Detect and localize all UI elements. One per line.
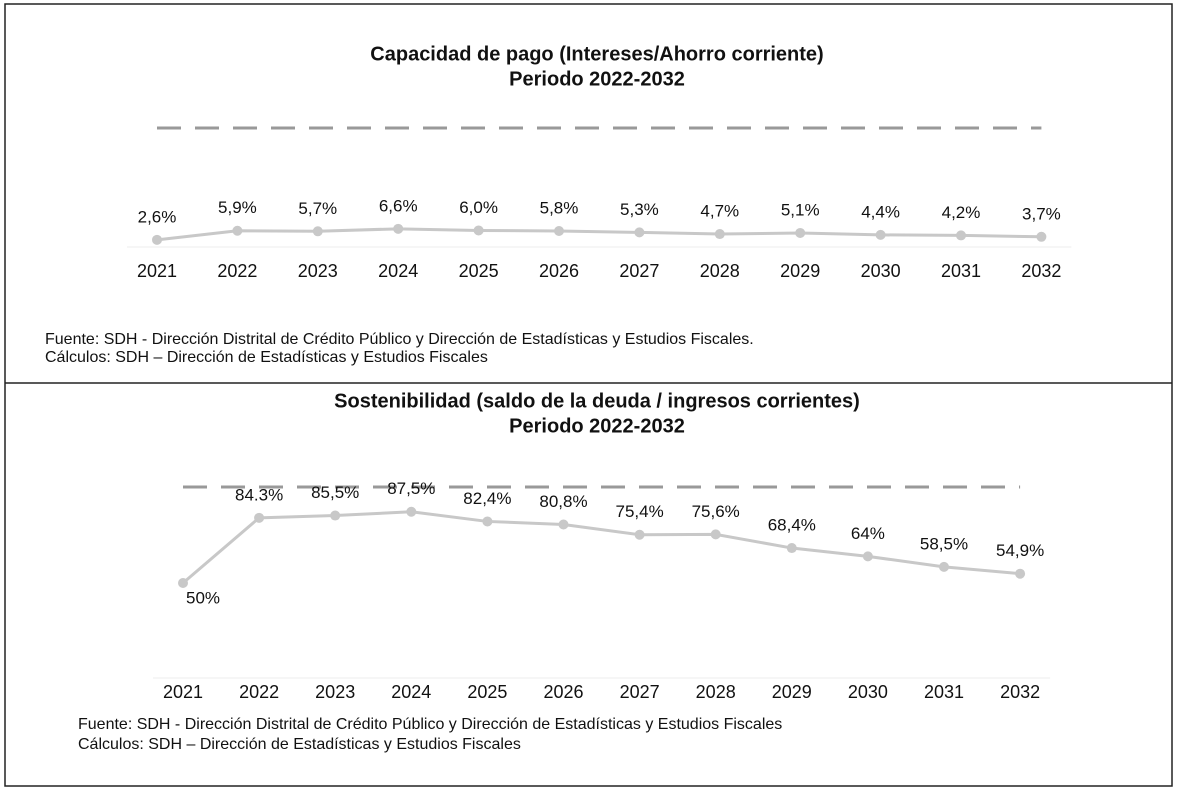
x-tick-label: 2022: [217, 261, 257, 281]
data-label: 84.3%: [235, 485, 283, 504]
data-label: 5,3%: [620, 200, 659, 219]
source-note: Fuente: SDH - Dirección Distrital de Cré…: [45, 331, 754, 348]
data-label: 58,5%: [920, 534, 968, 553]
x-tick-label: 2024: [378, 261, 418, 281]
x-tick-label: 2031: [941, 261, 981, 281]
x-tick-label: 2024: [391, 682, 431, 702]
x-tick-label: 2028: [696, 682, 736, 702]
data-point: [330, 510, 341, 521]
x-tick-label: 2026: [543, 682, 583, 702]
x-tick-label: 2022: [239, 682, 279, 702]
x-tick-label: 2030: [848, 682, 888, 702]
x-tick-label: 2025: [467, 682, 507, 702]
data-label: 64%: [851, 524, 885, 543]
data-point: [152, 234, 162, 245]
x-tick-label: 2025: [459, 261, 499, 281]
data-label: 85,5%: [311, 483, 359, 502]
data-label: 87,5%: [387, 479, 435, 498]
data-point: [312, 226, 323, 237]
data-point: [710, 529, 721, 540]
chart-subtitle: Periodo 2022-2032: [509, 68, 685, 90]
data-point: [634, 227, 645, 238]
data-point: [254, 512, 265, 523]
x-tick-label: 2027: [619, 261, 659, 281]
data-point: [634, 529, 645, 540]
data-label: 68,4%: [768, 516, 816, 535]
data-label: 54,9%: [996, 541, 1044, 560]
data-point: [473, 225, 484, 236]
data-label: 4,2%: [942, 203, 981, 222]
data-label: 75,6%: [692, 502, 740, 521]
frame: [4, 3, 1173, 787]
data-point: [393, 223, 404, 234]
x-tick-label: 2021: [163, 682, 203, 702]
data-point: [875, 229, 886, 240]
data-point: [406, 506, 417, 517]
data-point: [786, 543, 797, 554]
data-label: 5,1%: [781, 200, 820, 219]
data-point: [862, 551, 873, 562]
x-tick-label: 2027: [620, 682, 660, 702]
source-note: Cálculos: SDH – Dirección de Estadística…: [45, 349, 488, 366]
x-tick-label: 2030: [861, 261, 901, 281]
data-point: [554, 226, 564, 237]
data-label: 50%: [186, 588, 220, 607]
data-point: [232, 225, 243, 236]
data-label: 4,4%: [861, 202, 900, 221]
data-label: 5,9%: [218, 198, 257, 217]
data-point: [1015, 568, 1026, 579]
x-tick-label: 2032: [1021, 261, 1061, 281]
data-point: [795, 227, 806, 238]
x-tick-label: 2028: [700, 261, 740, 281]
chart-subtitle: Periodo 2022-2032: [509, 415, 685, 437]
x-tick-label: 2029: [780, 261, 820, 281]
chart-title: Sostenibilidad (saldo de la deuda / ingr…: [334, 390, 860, 412]
data-label: 3,7%: [1022, 204, 1061, 223]
chart-title: Capacidad de pago (Intereses/Ahorro corr…: [370, 43, 823, 65]
x-tick-label: 2023: [315, 682, 355, 702]
data-label: 80,8%: [539, 492, 587, 511]
data-label: 6,6%: [379, 196, 418, 215]
x-tick-label: 2026: [539, 261, 579, 281]
data-label: 6,0%: [459, 198, 498, 217]
x-tick-label: 2031: [924, 682, 964, 702]
data-label: 2,6%: [138, 207, 177, 226]
data-point: [1036, 231, 1047, 242]
data-label: 75,4%: [615, 502, 663, 521]
data-label: 5,7%: [298, 199, 337, 218]
data-point: [714, 229, 725, 240]
series-line: [182, 510, 1021, 585]
series-line: [156, 227, 1042, 242]
data-point: [939, 561, 949, 572]
data-point: [956, 230, 966, 241]
x-tick-label: 2032: [1000, 682, 1040, 702]
x-tick-label: 2023: [298, 261, 338, 281]
source-note: Fuente: SDH - Dirección Distrital de Cré…: [78, 716, 782, 733]
data-point: [178, 578, 188, 588]
data-label: 4,7%: [700, 202, 739, 221]
x-tick-label: 2029: [772, 682, 812, 702]
x-tick-label: 2021: [137, 261, 177, 281]
source-note: Cálculos: SDH – Dirección de Estadística…: [78, 736, 521, 753]
data-label: 5,8%: [540, 199, 579, 218]
data-point: [482, 516, 493, 527]
data-point: [558, 519, 569, 530]
data-label: 82,4%: [463, 489, 511, 508]
